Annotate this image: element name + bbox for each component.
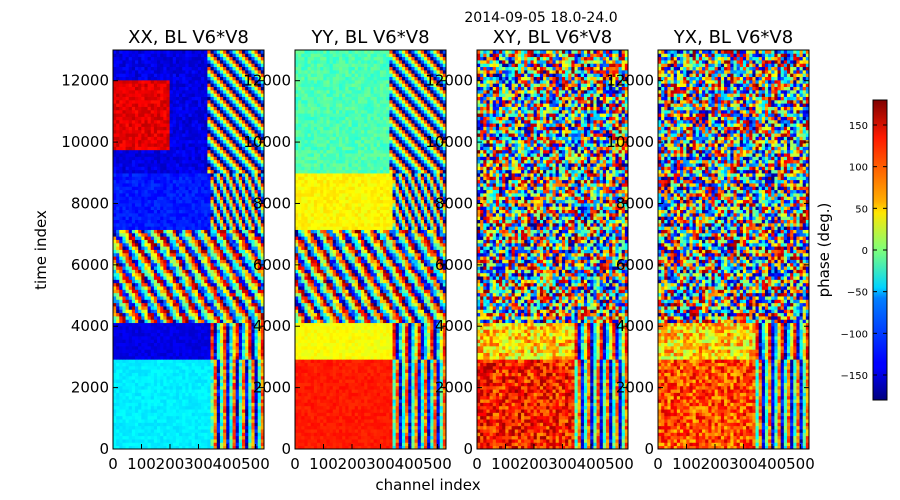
x-tick-label: 0: [290, 455, 300, 473]
figure-suptitle: 2014-09-05 18.0-24.0: [464, 10, 617, 26]
y-tick-label: 8000: [435, 194, 473, 212]
y-tick-label: 4000: [71, 317, 109, 335]
colorbar-tick-label: −100: [841, 329, 868, 340]
y-tick-label: 6000: [616, 256, 654, 274]
y-tick-label: 2000: [71, 379, 109, 397]
y-tick-label: 10000: [61, 133, 109, 151]
panel-title: XY, BL V6*V8: [493, 27, 612, 48]
x-tick-label: 200: [701, 455, 730, 473]
x-tick-label: 300: [729, 455, 758, 473]
heatmap-image: [477, 50, 628, 449]
y-tick-label: 2000: [616, 379, 654, 397]
y-tick-label: 2000: [435, 379, 473, 397]
x-tick-label: 400: [577, 455, 606, 473]
panel-frame: [294, 49, 447, 450]
panel-frame: [657, 49, 810, 450]
heatmap-image: [113, 50, 264, 449]
x-tick-label: 500: [423, 455, 452, 473]
panel-frame: [112, 49, 265, 450]
x-tick-label: 0: [653, 455, 663, 473]
x-tick-label: 100: [127, 455, 156, 473]
colorbar-ticks: 150 100 50 0 −50 −100 −150: [841, 121, 887, 382]
y-tick-label: 12000: [606, 72, 654, 90]
y-tick-label: 4000: [253, 317, 291, 335]
x-tick-label: 200: [156, 455, 185, 473]
panel-title: YY, BL V6*V8: [310, 27, 429, 48]
x-tick-label: 500: [605, 455, 634, 473]
y-axis-label: time index: [32, 210, 50, 290]
x-tick-label: 300: [184, 455, 213, 473]
y-tick-label: 8000: [71, 194, 109, 212]
y-tick-label: 0: [644, 440, 654, 458]
heatmap-image: [295, 50, 446, 449]
colorbar-tick-label: −50: [847, 288, 868, 299]
x-tick-label: 400: [395, 455, 424, 473]
y-tick-label: 12000: [425, 72, 473, 90]
x-tick-label: 200: [520, 455, 549, 473]
x-tick-label: 100: [672, 455, 701, 473]
y-tick-label: 12000: [243, 72, 291, 90]
x-tick-label: 500: [786, 455, 815, 473]
x-tick-label: 0: [472, 455, 482, 473]
y-tick-label: 0: [99, 440, 109, 458]
y-tick-label: 6000: [435, 256, 473, 274]
y-tick-label: 4000: [435, 317, 473, 335]
x-tick-label: 300: [366, 455, 395, 473]
x-tick-label: 500: [241, 455, 270, 473]
panel-2: YY, BL V6*V8 0 2000 4000 6000 8000 10000 12000 0…: [243, 27, 451, 473]
y-tick-label: 10000: [606, 133, 654, 151]
colorbar: 150 100 50 0 −50 −100 −150 phase (deg.): [815, 99, 888, 401]
y-tick-label: 4000: [616, 317, 654, 335]
panel-title: YX, BL V6*V8: [673, 27, 793, 48]
panel-frame: [476, 49, 629, 450]
colorbar-label: phase (deg.): [815, 203, 833, 298]
y-tick-label: 2000: [253, 379, 291, 397]
colorbar-tick-label: 150: [849, 121, 868, 132]
panel-1: XX, BL V6*V8 0 2000 4000 6000 8000 10000 12000 0…: [61, 27, 269, 473]
colorbar-tick-label: 50: [855, 204, 868, 215]
panel-4: YX, BL V6*V8 0 2000 4000 6000 8000 10000 12000 0…: [606, 27, 814, 473]
x-tick-label: 100: [309, 455, 338, 473]
y-tick-label: 10000: [425, 133, 473, 151]
colorbar-tick-label: −150: [841, 371, 868, 382]
x-tick-label: 300: [548, 455, 577, 473]
y-tick-label: 0: [281, 440, 291, 458]
x-tick-label: 400: [758, 455, 787, 473]
y-tick-label: 10000: [243, 133, 291, 151]
heatmap-image: [658, 50, 809, 449]
colorbar-tick-label: 0: [862, 246, 868, 257]
panel-title: XX, BL V6*V8: [128, 27, 249, 48]
panels-group: XX, BL V6*V80200040006000800010000120000…: [61, 27, 814, 473]
panel-3: XY, BL V6*V8 0 2000 4000 6000 8000 10000 12000 0…: [425, 27, 633, 473]
x-tick-label: 400: [213, 455, 242, 473]
x-axis-label: channel index: [375, 476, 480, 494]
x-tick-label: 100: [491, 455, 520, 473]
y-tick-label: 8000: [253, 194, 291, 212]
y-tick-label: 12000: [61, 72, 109, 90]
colorbar-tick-label: 100: [849, 163, 868, 174]
x-tick-label: 200: [338, 455, 367, 473]
y-tick-label: 8000: [616, 194, 654, 212]
y-tick-label: 6000: [71, 256, 109, 274]
y-tick-label: 0: [463, 440, 473, 458]
x-tick-label: 0: [108, 455, 118, 473]
y-tick-label: 6000: [253, 256, 291, 274]
